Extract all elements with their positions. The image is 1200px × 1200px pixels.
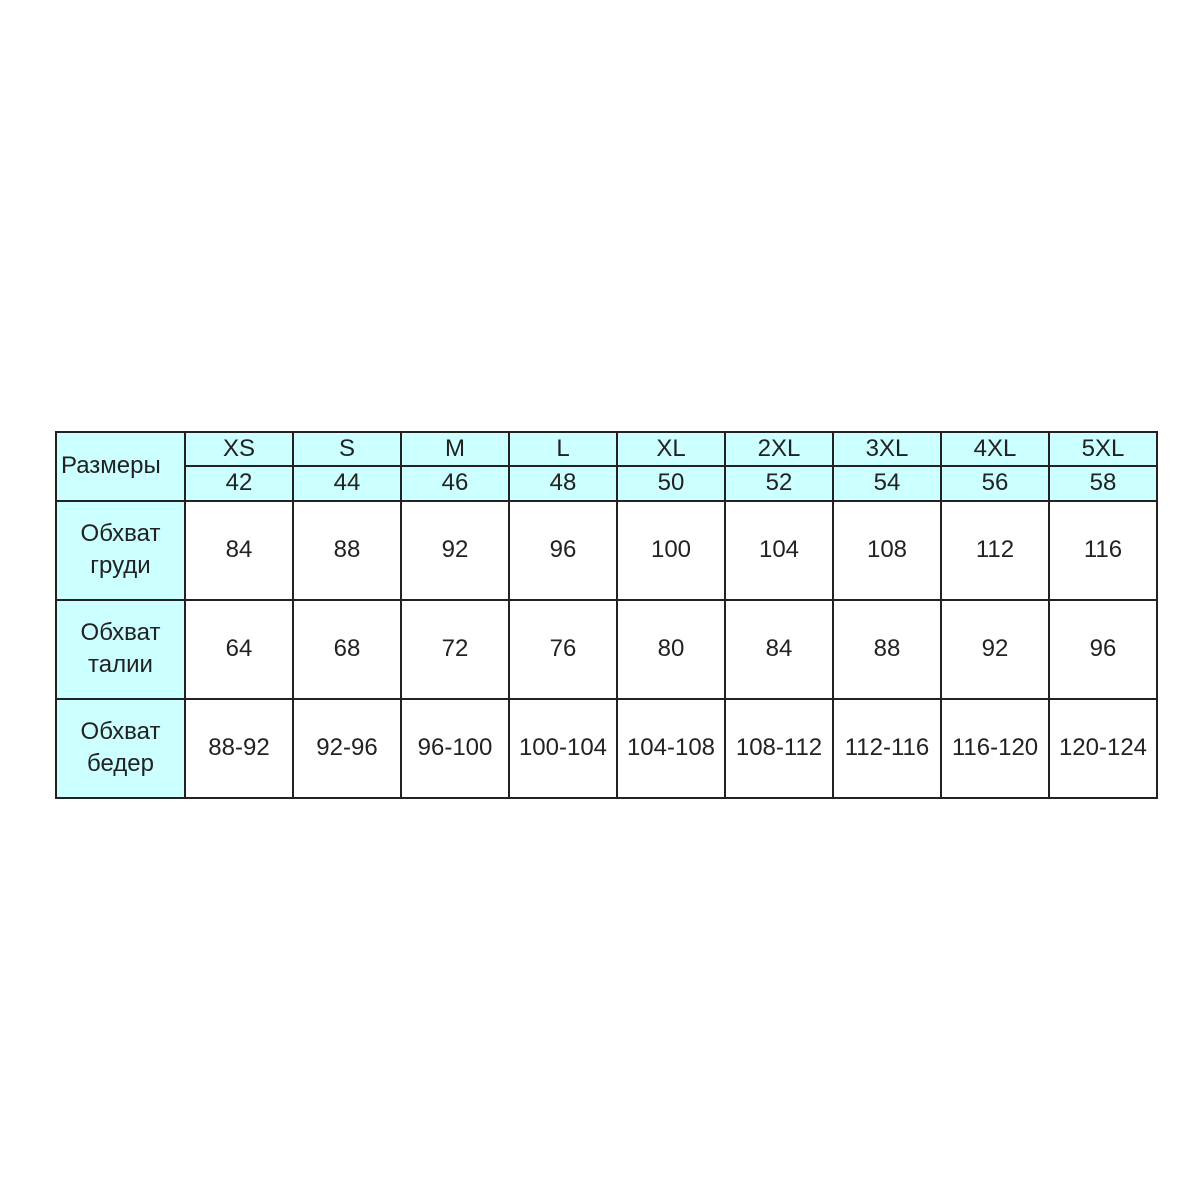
row-label-line: груди xyxy=(90,552,151,580)
row-label-line: Обхват xyxy=(80,618,161,646)
row-label: Обхват бедер xyxy=(55,697,186,799)
value-cell: 92-96 xyxy=(292,697,402,799)
row-label-line: Обхват xyxy=(80,717,161,745)
value-cell: 100-104 xyxy=(508,697,618,799)
value-cell: 88-92 xyxy=(184,697,294,799)
size-number-cell: 44 xyxy=(292,465,402,502)
value-cell: 96-100 xyxy=(400,697,510,799)
table-row: Обхват бедер 88-92 92-96 96-100 100-104 104-10… xyxy=(55,697,1158,799)
value-cell: 92 xyxy=(400,499,510,601)
size-number-cell: 58 xyxy=(1048,465,1158,502)
value-cell: 112-116 xyxy=(832,697,942,799)
size-letter-cell: L xyxy=(508,430,618,468)
size-number-cell: 46 xyxy=(400,465,510,502)
size-number-cell: 54 xyxy=(832,465,942,502)
header-row-sizes: Размеры XS S M L XL 2XL 3XL 4XL 5XL xyxy=(55,430,1158,502)
value-cell: 72 xyxy=(400,598,510,700)
row-label: Обхват груди xyxy=(55,499,186,601)
size-letter-cell: XS xyxy=(184,430,294,468)
value-cell: 116 xyxy=(1048,499,1158,601)
value-cell: 68 xyxy=(292,598,402,700)
size-letter-cell: S xyxy=(292,430,402,468)
size-number-cell: 42 xyxy=(184,465,294,502)
value-cell: 104-108 xyxy=(616,697,726,799)
value-cell: 64 xyxy=(184,598,294,700)
size-number-cell: 48 xyxy=(508,465,618,502)
value-cell: 116-120 xyxy=(940,697,1050,799)
row-label-line: талии xyxy=(88,651,153,679)
corner-label: Размеры xyxy=(55,431,186,502)
header-row-ru-sizes: 42 44 46 48 50 52 54 56 58 xyxy=(56,465,1158,502)
size-letter-cell: 2XL xyxy=(724,430,834,468)
size-chart-table: Размеры XS S M L XL 2XL 3XL 4XL 5XL 42 44 46 48 50 52 54… xyxy=(55,430,1158,799)
row-label: Обхват талии xyxy=(55,598,186,700)
size-letter-cell: M xyxy=(400,430,510,468)
size-number-cell: 52 xyxy=(724,465,834,502)
size-letter-cell: 3XL xyxy=(832,430,942,468)
value-cell: 80 xyxy=(616,598,726,700)
value-cell: 108-112 xyxy=(724,697,834,799)
value-cell: 96 xyxy=(1048,598,1158,700)
value-cell: 76 xyxy=(508,598,618,700)
value-cell: 84 xyxy=(184,499,294,601)
size-letter-cell: 4XL xyxy=(940,430,1050,468)
value-cell: 92 xyxy=(940,598,1050,700)
size-letter-cell: 5XL xyxy=(1048,430,1158,468)
value-cell: 100 xyxy=(616,499,726,601)
size-letter-cell: XL xyxy=(616,430,726,468)
table-row: Обхват груди 84 88 92 96 100 104 108 112 116 xyxy=(55,499,1158,601)
value-cell: 96 xyxy=(508,499,618,601)
size-number-cell: 50 xyxy=(616,465,726,502)
row-label-line: Обхват xyxy=(80,519,161,547)
size-number-cell: 56 xyxy=(940,465,1050,502)
value-cell: 104 xyxy=(724,499,834,601)
value-cell: 108 xyxy=(832,499,942,601)
value-cell: 112 xyxy=(940,499,1050,601)
value-cell: 120-124 xyxy=(1048,697,1158,799)
row-label-line: бедер xyxy=(87,750,154,778)
value-cell: 84 xyxy=(724,598,834,700)
value-cell: 88 xyxy=(832,598,942,700)
value-cell: 88 xyxy=(292,499,402,601)
table-row: Обхват талии 64 68 72 76 80 84 88 92 96 xyxy=(55,598,1158,700)
